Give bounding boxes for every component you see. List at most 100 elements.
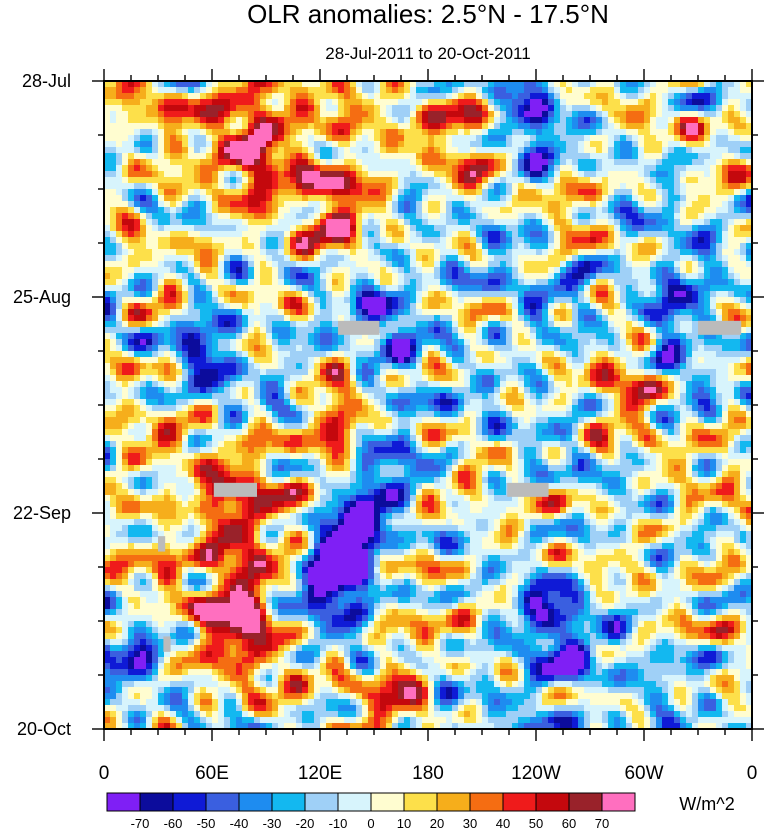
field-cell [686, 285, 693, 292]
field-cell [614, 165, 621, 172]
field-cell [734, 129, 741, 136]
field-cell [458, 141, 465, 148]
field-cell [386, 327, 393, 334]
field-cell [590, 261, 597, 268]
field-cell [380, 81, 387, 88]
field-cell [494, 225, 501, 232]
field-cell [422, 111, 429, 118]
field-cell [260, 177, 267, 184]
field-cell [554, 279, 561, 286]
field-cell [734, 147, 741, 154]
field-cell [578, 177, 585, 184]
field-cell [722, 315, 729, 322]
field-cell [248, 105, 255, 112]
field-cell [158, 237, 165, 244]
field-cell [122, 231, 129, 238]
field-cell [680, 339, 687, 346]
field-cell [230, 177, 237, 184]
field-cell [404, 165, 411, 172]
field-cell [548, 261, 555, 268]
field-cell [332, 171, 339, 178]
field-cell [518, 273, 525, 280]
field-cell [722, 261, 729, 268]
field-cell [686, 189, 693, 196]
field-cell [656, 279, 663, 286]
field-cell [500, 165, 507, 172]
field-cell [638, 87, 645, 94]
field-cell [560, 93, 567, 100]
field-cell [260, 225, 267, 232]
field-cell [128, 237, 135, 244]
field-cell [554, 297, 561, 304]
field-cell [572, 327, 579, 334]
field-cell [734, 261, 741, 268]
field-cell [146, 171, 153, 178]
field-cell [656, 147, 663, 154]
field-cell [692, 87, 699, 94]
field-cell [362, 129, 369, 136]
field-cell [692, 147, 699, 154]
field-cell [608, 153, 615, 160]
field-cell [314, 261, 321, 268]
field-cell [260, 351, 267, 358]
field-cell [632, 201, 639, 208]
field-cell [740, 303, 747, 310]
field-cell [662, 273, 669, 280]
field-cell [128, 231, 135, 238]
field-cell [608, 117, 615, 124]
field-cell [530, 81, 537, 88]
field-cell [434, 327, 441, 334]
field-cell [428, 243, 435, 250]
field-cell [620, 297, 627, 304]
field-cell [194, 93, 201, 100]
field-cell [590, 201, 597, 208]
field-cell [266, 327, 273, 334]
field-cell [164, 135, 171, 142]
field-cell [626, 339, 633, 346]
field-cell [116, 279, 123, 286]
field-cell [188, 129, 195, 136]
field-cell [230, 153, 237, 160]
field-cell [404, 267, 411, 274]
field-cell [158, 129, 165, 136]
field-cell [428, 111, 435, 118]
field-cell [200, 219, 207, 226]
field-cell [386, 147, 393, 154]
field-cell [176, 225, 183, 232]
field-cell [476, 243, 483, 250]
field-cell [464, 183, 471, 190]
field-cell [140, 117, 147, 124]
field-cell [590, 99, 597, 106]
field-cell [512, 231, 519, 238]
field-cell [128, 303, 135, 310]
field-cell [272, 243, 279, 250]
field-cell [512, 237, 519, 244]
field-cell [260, 141, 267, 148]
field-cell [602, 321, 609, 328]
field-cell [374, 237, 381, 244]
field-cell [722, 225, 729, 232]
field-cell [572, 81, 579, 88]
field-cell [518, 279, 525, 286]
field-cell [176, 309, 183, 316]
field-cell [266, 285, 273, 292]
field-cell [308, 93, 315, 100]
field-cell [308, 249, 315, 256]
field-cell [158, 309, 165, 316]
field-cell [602, 297, 609, 304]
field-cell [680, 345, 687, 352]
field-cell [158, 87, 165, 94]
field-cell [146, 345, 153, 352]
field-cell [158, 195, 165, 202]
field-cell [164, 117, 171, 124]
field-cell [152, 219, 159, 226]
field-cell [650, 201, 657, 208]
field-cell [566, 105, 573, 112]
field-cell [320, 339, 327, 346]
field-cell [350, 87, 357, 94]
field-cell [446, 183, 453, 190]
field-cell [668, 255, 675, 262]
field-cell [284, 99, 291, 106]
field-cell [716, 153, 723, 160]
field-cell [530, 219, 537, 226]
